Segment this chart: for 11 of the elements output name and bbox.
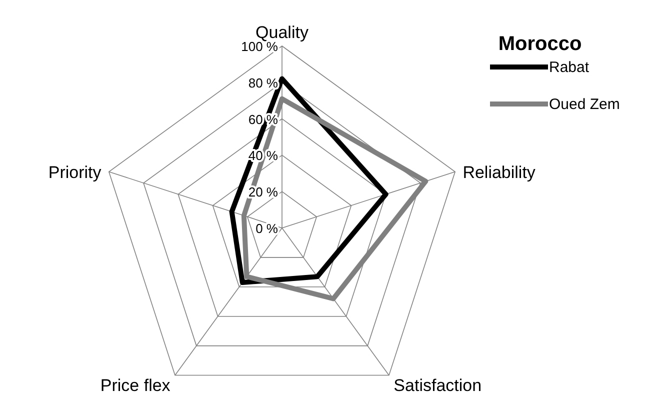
spoke-label: Reliability bbox=[462, 162, 536, 182]
legend-label: Oued Zem bbox=[549, 96, 620, 113]
legend-title: Morocco bbox=[498, 33, 582, 55]
spoke-label: Quality bbox=[256, 23, 309, 42]
spoke-label: Priority bbox=[48, 162, 102, 182]
y-tick-label: 0 % bbox=[256, 221, 278, 236]
spoke-label: Satisfaction bbox=[394, 376, 482, 396]
y-tick-label: 80 % bbox=[248, 75, 278, 90]
legend-label: Rabat bbox=[549, 59, 590, 76]
y-tick-label: 20 % bbox=[248, 184, 278, 200]
spoke-label: Price flex bbox=[100, 376, 171, 396]
